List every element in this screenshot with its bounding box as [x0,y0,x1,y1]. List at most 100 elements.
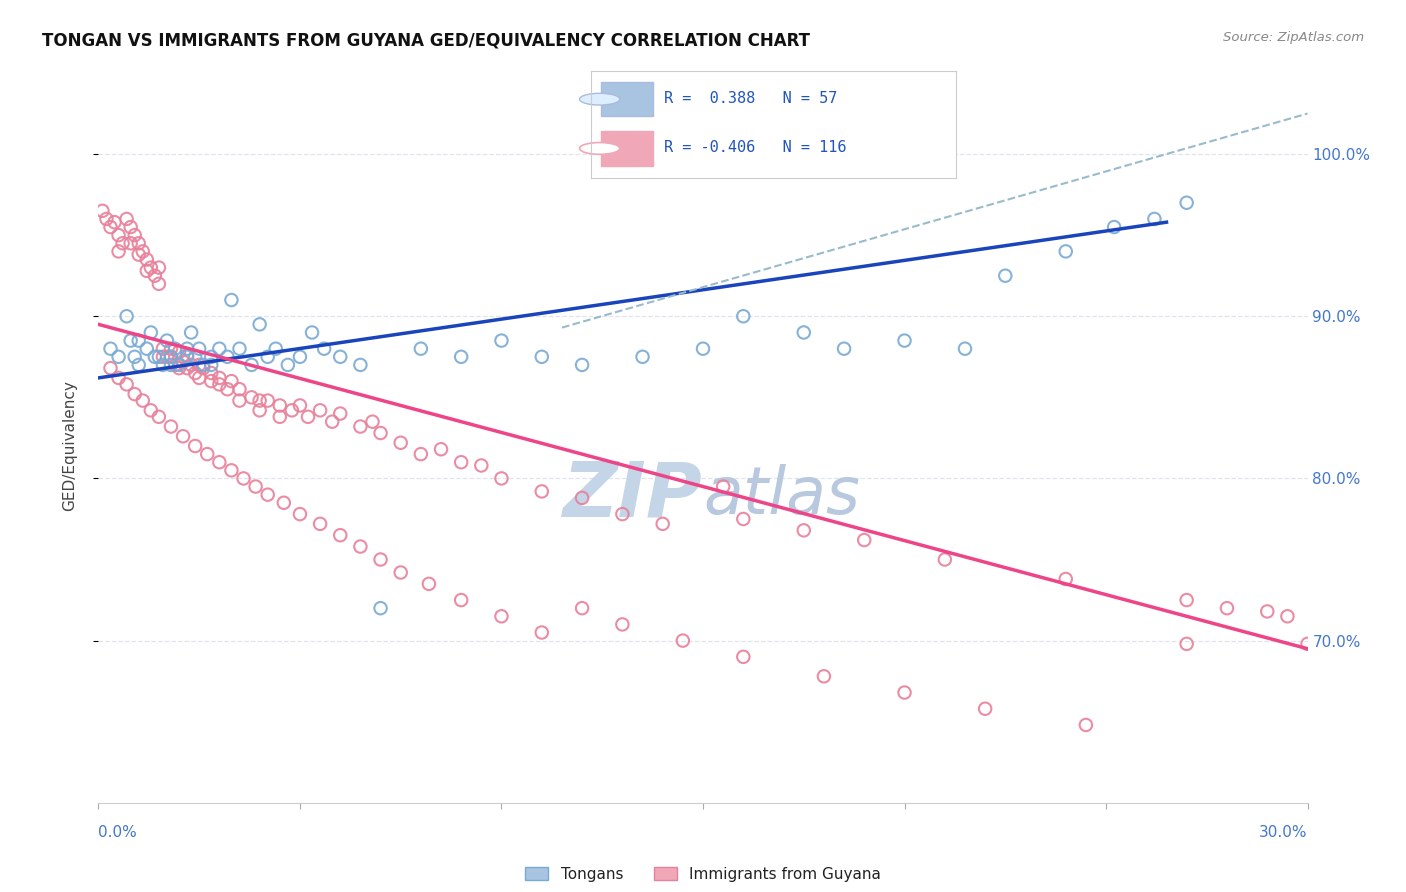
Point [711,479,734,493]
Point [135,252,157,267]
Point [160,342,183,356]
Point [120,236,142,251]
Point [370,425,392,440]
Point [612,507,634,521]
Point [934,552,956,566]
Point [176,361,198,376]
Point [180,326,202,340]
Legend: Tongans, Immigrants from Guyana: Tongans, Immigrants from Guyana [519,861,887,888]
Point [160,350,183,364]
Point [491,471,513,485]
Point [193,361,215,376]
Point [450,455,472,469]
Point [152,350,174,364]
Point [91,203,114,218]
Point [217,350,239,364]
Point [128,358,150,372]
Point [389,435,412,450]
Text: ZIP: ZIP [564,459,703,533]
Point [132,393,155,408]
Point [651,516,673,531]
Point [1175,593,1198,607]
Point [853,533,876,547]
Point [120,220,142,235]
Point [128,236,150,251]
Point [135,342,157,356]
Point [208,455,231,469]
Point [107,244,129,259]
Point [100,342,122,356]
Point [793,524,815,538]
Point [329,407,352,421]
Point [221,463,243,477]
Point [200,358,222,372]
Point [180,358,202,372]
Point [107,371,129,385]
Point [132,244,155,259]
Point [148,260,170,275]
Point [893,334,915,348]
Point [530,484,553,499]
Point [288,350,311,364]
Text: Source: ZipAtlas.com: Source: ZipAtlas.com [1223,31,1364,45]
Point [409,342,432,356]
Point [256,393,278,408]
Point [156,350,179,364]
Point [269,399,291,413]
Point [200,374,222,388]
Point [733,512,755,526]
Point [221,374,243,388]
Point [288,399,311,413]
Point [160,350,183,364]
Point [994,268,1017,283]
Point [370,552,392,566]
Point [288,507,311,521]
Point [450,593,472,607]
Text: atlas: atlas [703,464,859,528]
Point [893,685,915,699]
Point [232,471,254,485]
Point [631,350,654,364]
Point [953,342,976,356]
Point [111,236,134,251]
Point [349,358,371,372]
Point [571,491,593,505]
Point [148,350,170,364]
Point [176,348,198,362]
Point [409,447,432,461]
Point [832,342,855,356]
Point [120,334,142,348]
Point [152,342,174,356]
Point [974,702,997,716]
Point [176,350,198,364]
Point [793,326,815,340]
Point [430,442,453,457]
Point [329,350,352,364]
Circle shape [579,143,620,154]
FancyBboxPatch shape [602,82,652,116]
Point [152,358,174,372]
Point [733,310,755,324]
Point [1175,195,1198,210]
Point [143,350,166,364]
Point [1256,604,1278,618]
Point [530,350,553,364]
Point [361,415,384,429]
Point [100,361,122,376]
Point [1143,211,1166,226]
Point [143,268,166,283]
Point [115,310,138,324]
Point [172,429,194,443]
Point [163,358,186,372]
Point [240,358,263,372]
Point [128,334,150,348]
Point [139,326,162,340]
Point [264,342,287,356]
Point [1102,220,1125,235]
Point [124,387,146,401]
Point [249,318,271,332]
Point [349,540,371,554]
Point [733,649,755,664]
Point [217,382,239,396]
Point [1074,718,1097,732]
